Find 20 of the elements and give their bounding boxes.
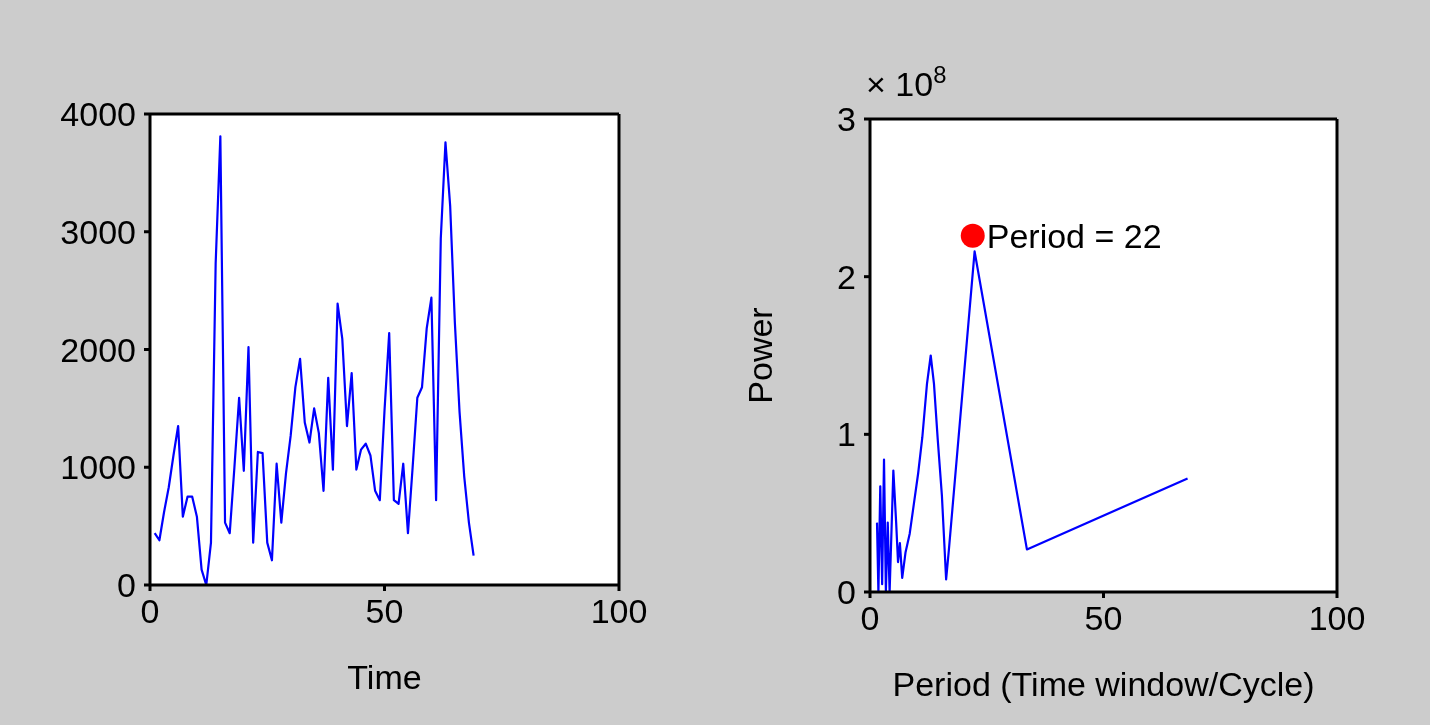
line-series bbox=[875, 250, 1189, 592]
y-tick-label: 2 bbox=[837, 257, 856, 296]
x-tick-label: 100 bbox=[590, 592, 648, 631]
x-tick-label: 0 bbox=[140, 592, 160, 631]
line-series bbox=[153, 135, 475, 585]
y-tick-label: 0 bbox=[117, 566, 136, 605]
annotation: Period = 22 bbox=[986, 216, 1162, 255]
y-tick-label: 3000 bbox=[60, 212, 136, 251]
text: × 10$^{8}$ bbox=[866, 60, 947, 103]
x-tick-label: 100 bbox=[1308, 599, 1366, 638]
x-tick-label: 50 bbox=[365, 592, 404, 631]
y-axis-title: Power bbox=[741, 307, 780, 404]
y-tick-label: 4000 bbox=[60, 95, 136, 134]
y-tick-label: 2000 bbox=[60, 330, 136, 369]
x-tick-label: 50 bbox=[1084, 599, 1123, 638]
x-axis-title: Time bbox=[347, 658, 422, 696]
y-tick-label: 3 bbox=[837, 100, 856, 139]
y-tick-label: 1 bbox=[837, 415, 856, 454]
y-tick-label: 1000 bbox=[60, 448, 136, 487]
x-axis-title: Period (Time window/Cycle) bbox=[892, 665, 1315, 703]
